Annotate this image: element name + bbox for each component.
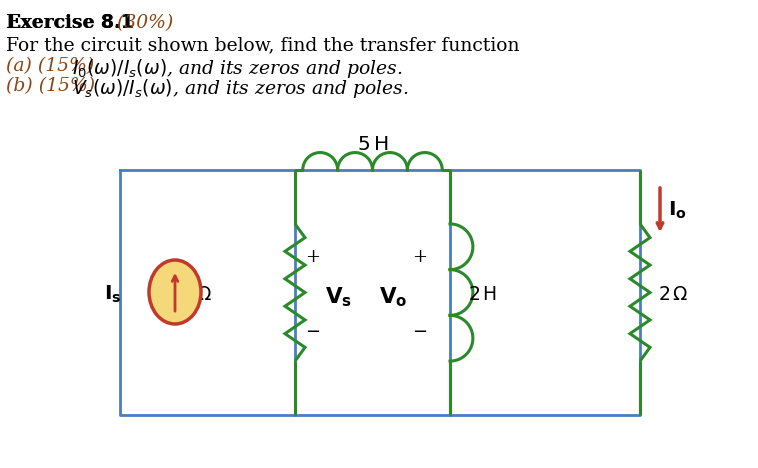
Text: $5\,\mathrm{H}$: $5\,\mathrm{H}$: [357, 135, 388, 154]
Text: +: +: [305, 249, 321, 266]
Text: (b) (15%): (b) (15%): [6, 77, 95, 95]
Text: $2\,\mathrm{H}$: $2\,\mathrm{H}$: [468, 285, 497, 304]
Ellipse shape: [149, 260, 201, 324]
Text: (30%): (30%): [111, 14, 174, 32]
Text: $\mathbf{I_s}$: $\mathbf{I_s}$: [104, 283, 121, 305]
Text: $\mathbf{V_o}$: $\mathbf{V_o}$: [378, 285, 407, 309]
Text: $2\,\Omega$: $2\,\Omega$: [182, 285, 213, 304]
Text: $-$: $-$: [412, 322, 428, 339]
Text: Exercise 8.1: Exercise 8.1: [6, 14, 133, 32]
Text: (a) (15%): (a) (15%): [6, 57, 94, 75]
Text: $V_s(\omega)/I_s(\omega)$, and its zeros and poles.: $V_s(\omega)/I_s(\omega)$, and its zeros…: [72, 77, 409, 100]
Text: +: +: [412, 249, 428, 266]
Text: $2\,\Omega$: $2\,\Omega$: [658, 285, 688, 304]
Text: $\mathbf{I_o}$: $\mathbf{I_o}$: [668, 199, 687, 220]
Text: $I_0(\omega)/I_s(\omega)$, and its zeros and poles.: $I_0(\omega)/I_s(\omega)$, and its zeros…: [72, 57, 403, 80]
Text: Exercise $\mathbf{8.1}$: Exercise $\mathbf{8.1}$: [6, 14, 135, 32]
Text: $-$: $-$: [305, 322, 321, 339]
Text: For the circuit shown below, find the transfer function: For the circuit shown below, find the tr…: [6, 36, 519, 54]
Text: $\mathbf{V_s}$: $\mathbf{V_s}$: [325, 285, 352, 309]
